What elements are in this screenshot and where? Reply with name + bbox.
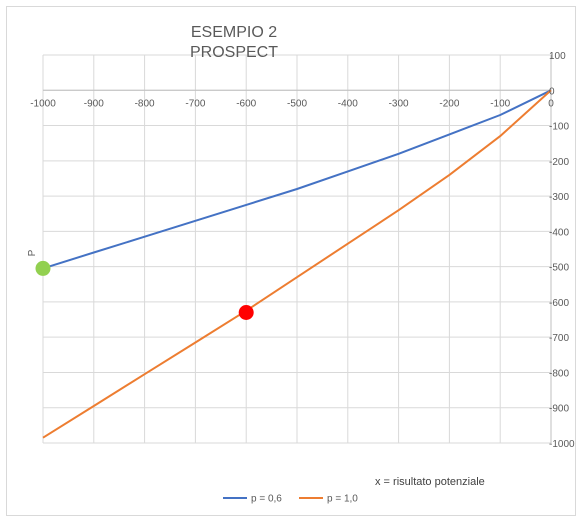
x-tick-label: -400 [338,98,358,109]
y-tick-labels: 100 0 -100 -200 -300 -400 -500 -600 -700 -800 -900… [549,51,575,450]
y-tick-label: -700 [549,333,569,344]
y-tick-label: -300 [549,192,569,203]
series-line-p10 [42,89,552,439]
y-tick-label: 100 [549,51,566,62]
y-tick-label: -900 [549,404,569,415]
y-tick-label: -600 [549,298,569,309]
x-tick-label: 0 [548,98,554,109]
y-tick-label: -100 [549,122,569,133]
x-tick-label: -100 [490,98,510,109]
y-tick-label: -200 [549,157,569,168]
y-tick-label: -800 [549,368,569,379]
y-tick-label: 0 [549,86,555,97]
axes [43,55,552,443]
x-tick-label: -900 [84,98,104,109]
x-tick-label: -300 [389,98,409,109]
x-tick-label: -1000 [30,98,56,109]
red-point-marker [238,304,254,320]
green-point-marker [35,260,51,276]
y-tick-label: -400 [549,227,569,238]
legend: p = 0,6 p = 1,0 [223,494,358,505]
legend-label-p06: p = 0,6 [251,494,282,505]
x-axis-annotation: x = risultato potenziale [375,476,485,488]
chart-title-line-2: PROSPECT [190,44,278,61]
x-tick-label: -600 [236,98,256,109]
y-tick-label: -1000 [549,439,575,450]
highlight-markers [35,260,254,320]
gridlines [42,54,552,444]
x-tick-label: -500 [287,98,307,109]
chart-frame: -1000 -900 -800 -700 -600 -500 -400 -300 -200 -10… [6,6,576,516]
y-axis-label: P [27,249,38,256]
series-line-p06 [42,89,552,270]
legend-label-p10: p = 1,0 [327,494,358,505]
series-lines [42,89,552,439]
x-tick-labels: -1000 -900 -800 -700 -600 -500 -400 -300 -200 -10… [30,98,554,109]
x-tick-label: -200 [439,98,459,109]
chart-title-line-1: ESEMPIO 2 [191,24,277,41]
prospect-chart: -1000 -900 -800 -700 -600 -500 -400 -300 -200 -10… [27,24,575,505]
y-tick-label: -500 [549,263,569,274]
x-tick-label: -800 [135,98,155,109]
x-tick-label: -700 [185,98,205,109]
